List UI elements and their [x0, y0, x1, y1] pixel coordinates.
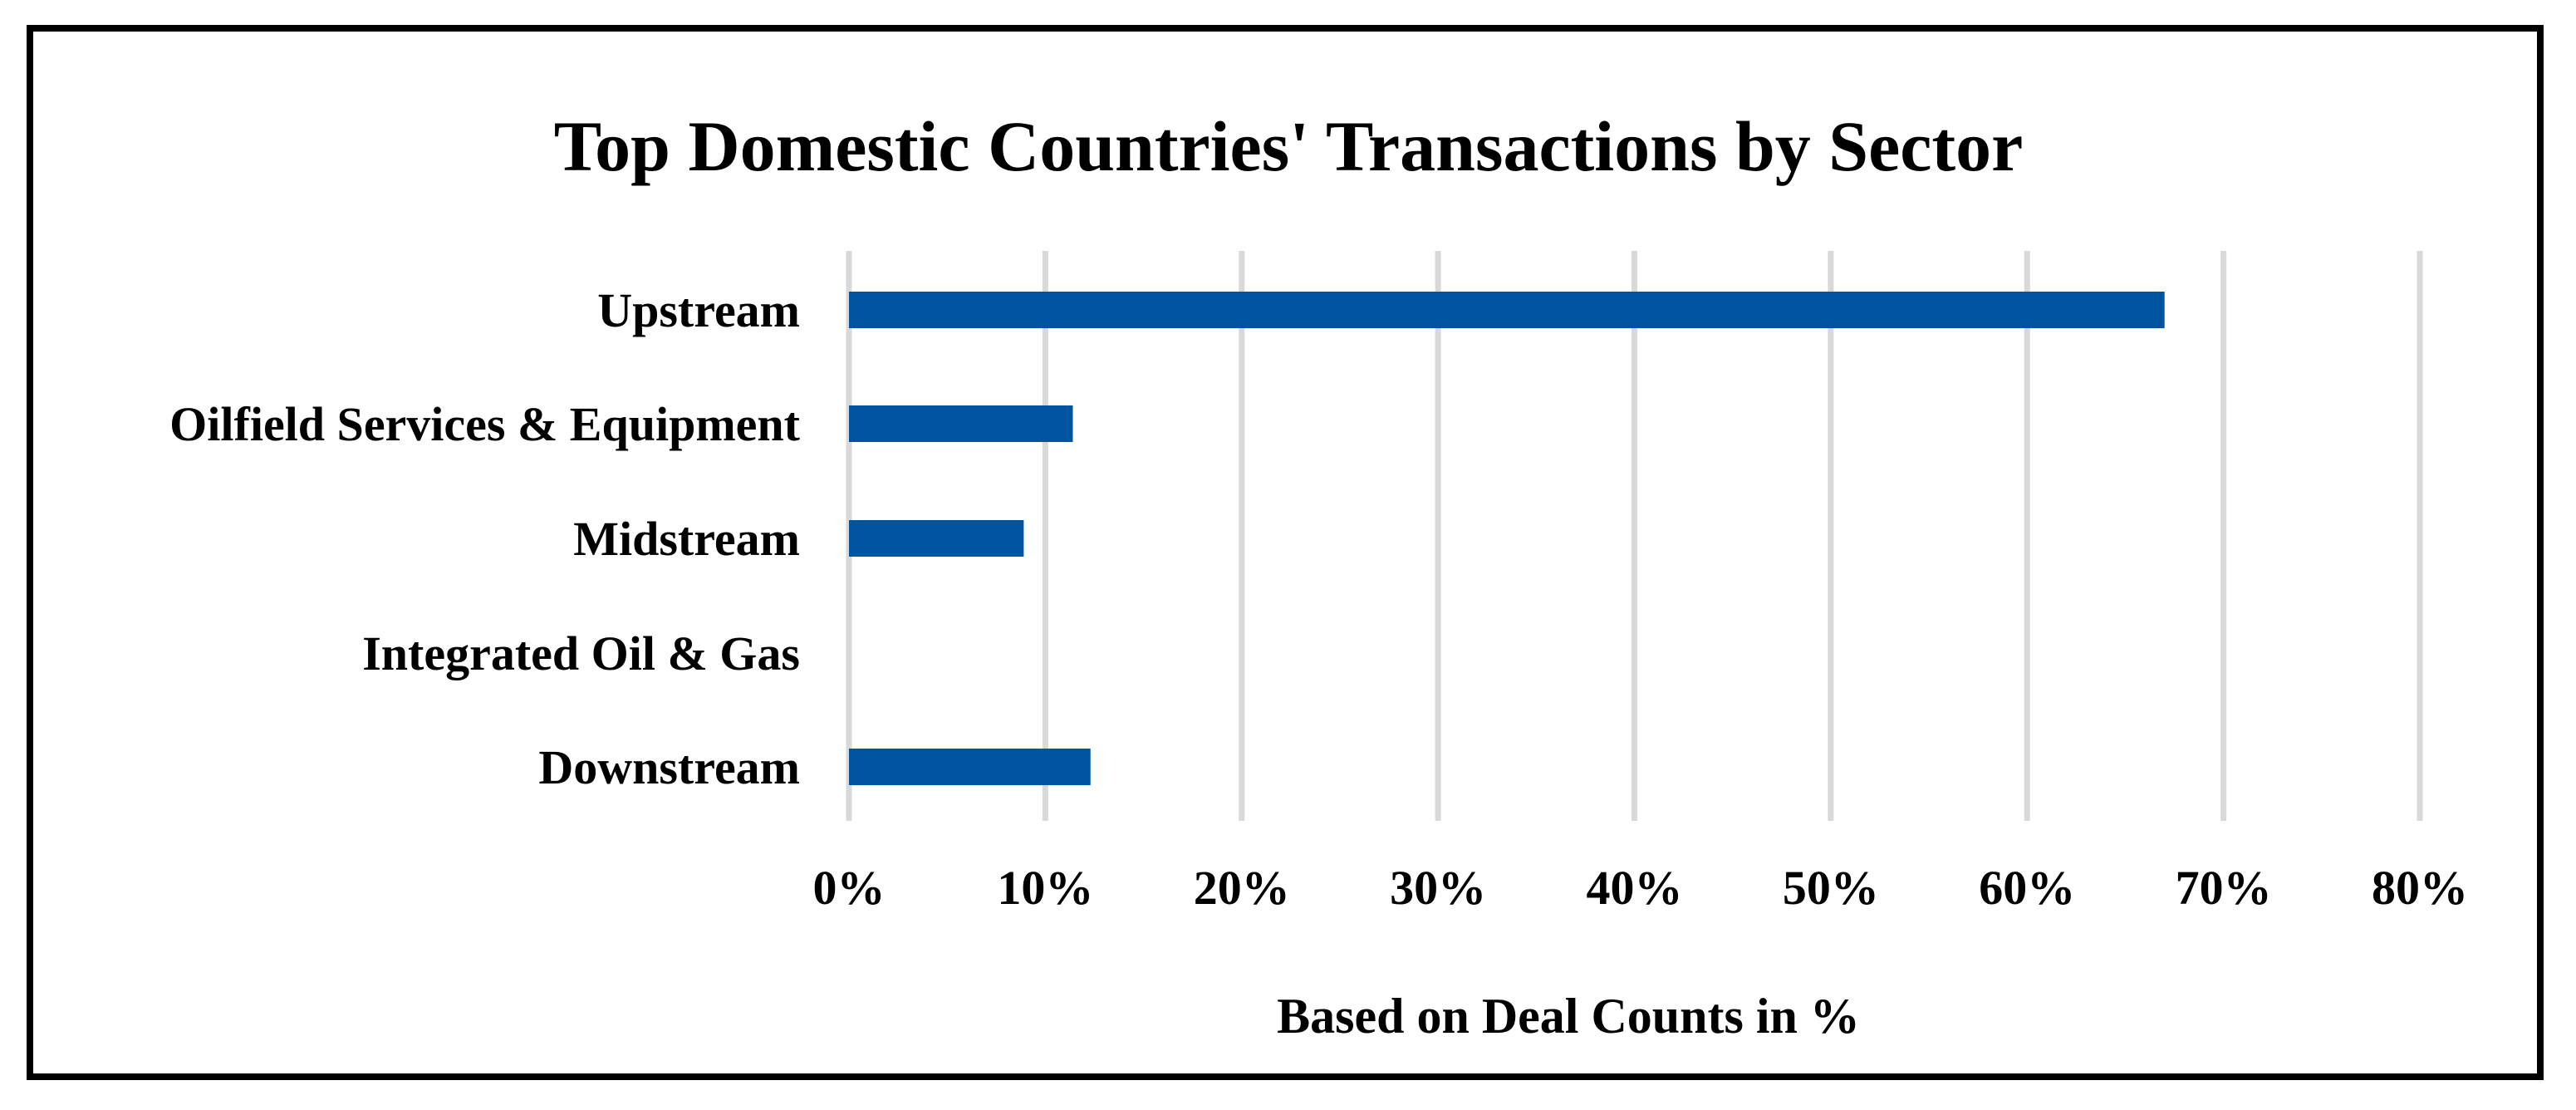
x-tick-label: 10% [997, 861, 1093, 915]
gridlines [846, 251, 2423, 821]
x-tick-label: 0% [813, 861, 886, 915]
category-label: Downstream [538, 740, 800, 794]
category-label: Oilfield Services & Equipment [169, 397, 801, 451]
x-tick-label: 80% [2372, 861, 2468, 915]
x-tick-label: 50% [1783, 861, 1879, 915]
bar [849, 749, 1091, 785]
category-label: Integrated Oil & Gas [362, 626, 800, 680]
x-axis-title: Based on Deal Counts in % [1277, 989, 1860, 1044]
chart-frame [27, 25, 2544, 1080]
bars [849, 292, 2165, 785]
chart-title: Top Domestic Countries' Transactions by … [554, 106, 2024, 186]
category-label: Upstream [597, 283, 800, 337]
bar [849, 292, 2165, 328]
x-tick-labels: 0% 10% 20% 30% 40% 50% 60% 70% 80% [813, 861, 2469, 915]
category-label: Midstream [573, 512, 800, 566]
x-tick-label: 20% [1194, 861, 1290, 915]
category-labels: Upstream Oilfield Services & Equipment Mid… [169, 283, 801, 794]
x-tick-label: 70% [2176, 861, 2272, 915]
bar [849, 520, 1024, 557]
x-tick-label: 60% [1979, 861, 2075, 915]
x-tick-label: 30% [1390, 861, 1486, 915]
x-tick-label: 40% [1587, 861, 1683, 915]
bar [849, 405, 1073, 442]
